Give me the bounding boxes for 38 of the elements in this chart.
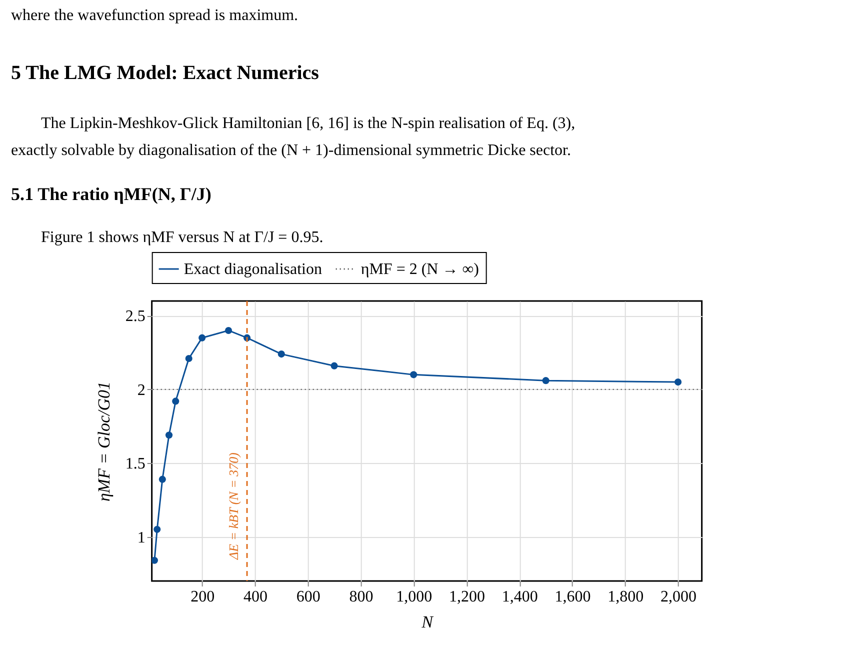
point [185,354,192,362]
point [330,362,338,370]
text: where the wavefunction spread is maximum. [11,7,298,24]
y-tick-label: 1 [137,529,146,546]
point [152,556,158,564]
legend-label: Exact diagonalisation [184,261,322,278]
ref-line-label: ΔE = kBT (N = 370) [226,452,242,560]
point [674,378,682,386]
x-tick-label: 1,600 [554,588,591,606]
x-tick-label: 1,400 [502,588,538,606]
x-tick-label: 400 [243,588,268,606]
x-tick-label: 1,200 [448,588,485,606]
y-tick-label: 1.5 [125,456,146,473]
x-tick-label: 2,000 [660,588,697,606]
point [198,334,206,342]
y-tick-label: 2.5 [125,308,146,326]
point [278,350,285,358]
point [172,398,180,405]
point [224,326,232,334]
point [165,432,173,439]
point [410,371,418,378]
x-tick-label: 800 [349,588,374,606]
x-tick-label: 200 [190,588,215,606]
point [542,377,550,384]
x-axis-title: N [420,612,435,632]
text: exactly solvable by diagonalisation of the (N + 1)-dimensional symmetric Dicke sector. [11,142,571,159]
chart-title: 5 The LMG Model: Exact Numerics [11,62,320,84]
chart-subtitle: 5.1 The ratio ηMF(N, Γ/J) [11,184,212,204]
point [158,476,166,483]
y-tick-label: 2 [137,382,146,399]
point [154,526,161,533]
legend-label: ηMF = 2 (N → ∞) [360,261,479,278]
x-tick-label: 1,000 [396,588,432,606]
x-tick-label: 600 [296,588,320,606]
text: The Lipkin-Meshkov-Glick Hamiltonian [6, 16] is the N-spin realisation of Eq. (3), [41,115,576,132]
x-tick-label: 1,800 [608,588,644,606]
y-axis-title: ηMF = Gloc/G01 [94,382,114,502]
caption: Figure 1 shows ηMF versus N at Γ/J = 0.95. [41,229,324,246]
